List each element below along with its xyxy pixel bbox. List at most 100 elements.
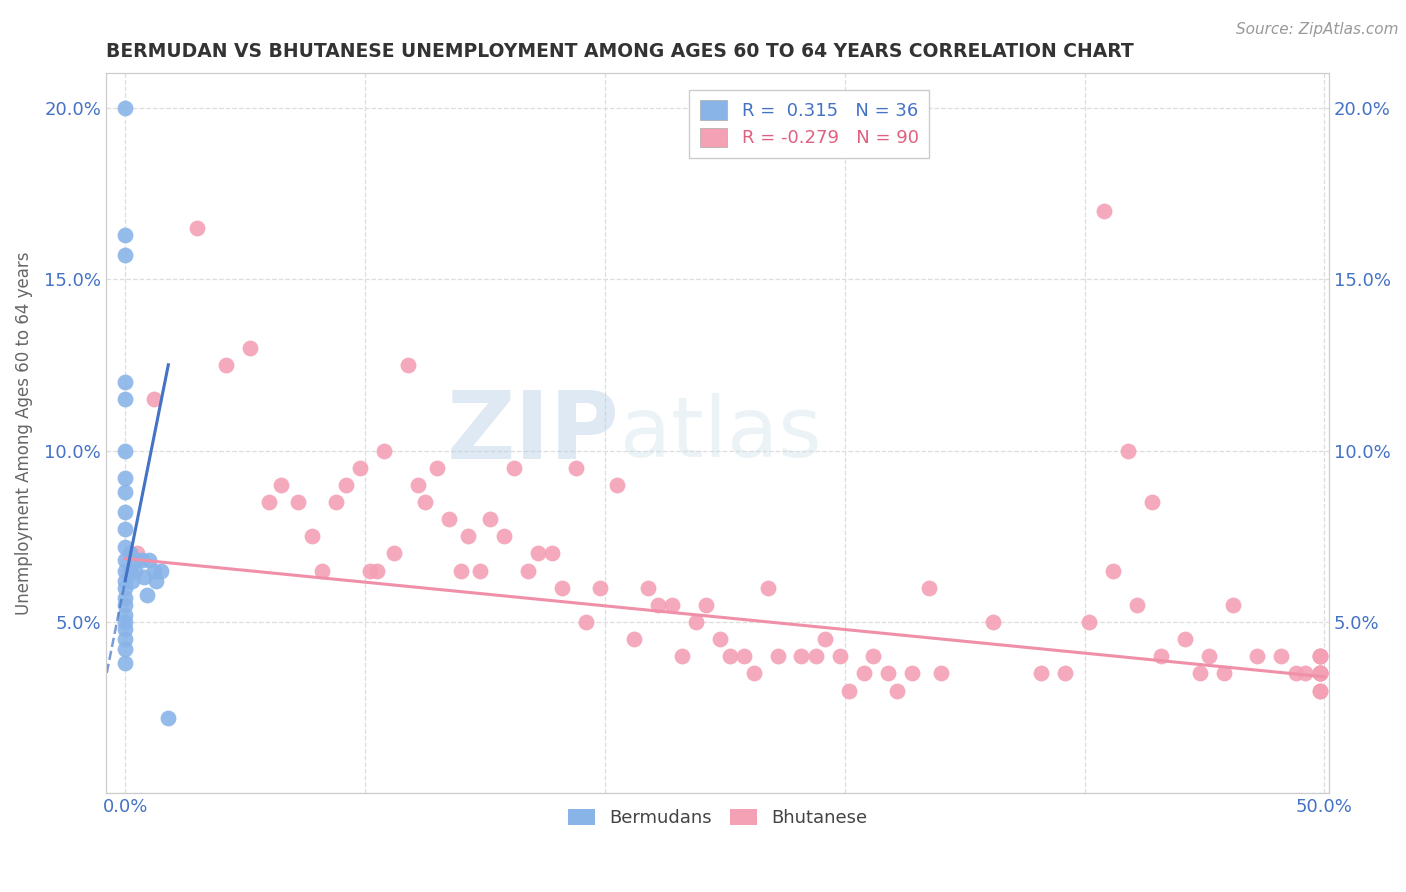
Point <box>114 564 136 578</box>
Point <box>814 632 837 646</box>
Point <box>742 666 765 681</box>
Point <box>838 683 860 698</box>
Point <box>142 392 165 406</box>
Point <box>1140 495 1163 509</box>
Point <box>1284 666 1306 681</box>
Point <box>852 666 875 681</box>
Point <box>114 375 136 389</box>
Text: Source: ZipAtlas.com: Source: ZipAtlas.com <box>1236 22 1399 37</box>
Point <box>135 587 157 601</box>
Point <box>901 666 924 681</box>
Point <box>671 649 693 664</box>
Point <box>426 460 449 475</box>
Point <box>828 649 851 664</box>
Point <box>790 649 813 664</box>
Point <box>145 574 167 588</box>
Point <box>114 392 136 406</box>
Point <box>1102 564 1125 578</box>
Point <box>114 522 136 536</box>
Point <box>114 608 136 623</box>
Point <box>685 615 707 629</box>
Point <box>150 564 173 578</box>
Point <box>114 574 136 588</box>
Point <box>114 101 136 115</box>
Point <box>733 649 755 664</box>
Point <box>127 553 149 567</box>
Point <box>1309 683 1331 698</box>
Point <box>1126 598 1149 612</box>
Point <box>804 649 827 664</box>
Point <box>1150 649 1173 664</box>
Point <box>359 564 381 578</box>
Point <box>1309 666 1331 681</box>
Point <box>1116 443 1139 458</box>
Point <box>468 564 491 578</box>
Point <box>1246 649 1268 664</box>
Point <box>437 512 460 526</box>
Point <box>114 622 136 636</box>
Point <box>502 460 524 475</box>
Point <box>1309 649 1331 664</box>
Point <box>541 546 564 560</box>
Text: atlas: atlas <box>620 392 821 474</box>
Point <box>695 598 717 612</box>
Point <box>983 615 1005 629</box>
Point <box>114 484 136 499</box>
Point <box>450 564 472 578</box>
Point <box>526 546 548 560</box>
Point <box>114 581 136 595</box>
Point <box>413 495 436 509</box>
Point <box>575 615 598 629</box>
Point <box>325 495 347 509</box>
Text: ZIP: ZIP <box>447 387 620 479</box>
Point <box>239 341 262 355</box>
Point <box>862 649 884 664</box>
Point <box>1309 666 1331 681</box>
Point <box>1309 666 1331 681</box>
Point <box>114 591 136 605</box>
Point <box>1031 666 1053 681</box>
Point <box>114 471 136 485</box>
Point <box>1188 666 1211 681</box>
Point <box>114 505 136 519</box>
Point <box>396 358 419 372</box>
Point <box>114 656 136 670</box>
Point <box>1054 666 1077 681</box>
Point <box>1092 203 1115 218</box>
Point <box>1198 649 1220 664</box>
Point <box>647 598 669 612</box>
Point <box>127 546 149 560</box>
Point <box>114 227 136 242</box>
Point <box>114 632 136 646</box>
Point <box>118 546 141 560</box>
Point <box>114 553 136 567</box>
Point <box>186 220 208 235</box>
Text: BERMUDAN VS BHUTANESE UNEMPLOYMENT AMONG AGES 60 TO 64 YEARS CORRELATION CHART: BERMUDAN VS BHUTANESE UNEMPLOYMENT AMONG… <box>105 42 1133 61</box>
Point <box>114 642 136 657</box>
Point <box>876 666 898 681</box>
Point <box>406 478 429 492</box>
Point <box>589 581 612 595</box>
Point <box>114 540 136 554</box>
Legend: Bermudans, Bhutanese: Bermudans, Bhutanese <box>561 802 875 835</box>
Point <box>1270 649 1292 664</box>
Point <box>335 478 357 492</box>
Point <box>457 529 479 543</box>
Point <box>1309 666 1331 681</box>
Point <box>1309 649 1331 664</box>
Point <box>138 553 160 567</box>
Point <box>637 581 659 595</box>
Point <box>142 564 165 578</box>
Point <box>1309 683 1331 698</box>
Point <box>623 632 645 646</box>
Point <box>661 598 683 612</box>
Point <box>1174 632 1197 646</box>
Point <box>1078 615 1101 629</box>
Point <box>373 443 395 458</box>
Point <box>114 443 136 458</box>
Y-axis label: Unemployment Among Ages 60 to 64 years: Unemployment Among Ages 60 to 64 years <box>15 252 32 615</box>
Point <box>382 546 405 560</box>
Point <box>1309 666 1331 681</box>
Point <box>709 632 731 646</box>
Point <box>287 495 309 509</box>
